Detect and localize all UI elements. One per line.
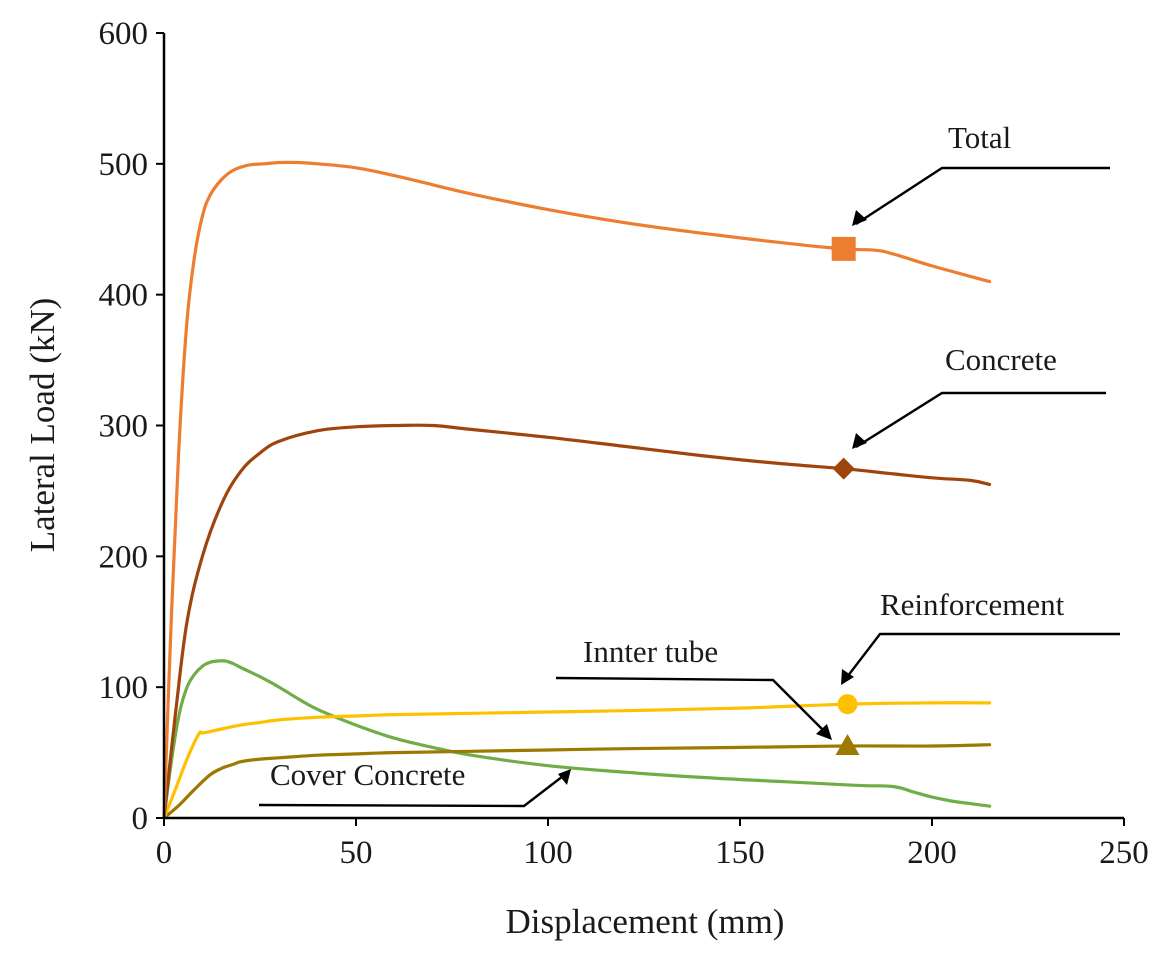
y-tick-label: 500: [99, 147, 149, 183]
series-line-concrete: [162, 423, 992, 820]
annotation-reinforcement-arrowhead: [841, 669, 854, 685]
annotation-inner-tube-arrowhead: [816, 724, 832, 740]
annotation-total-leader: [855, 166, 1110, 226]
marker-total: [831, 236, 856, 261]
y-tick-label: 0: [132, 801, 149, 837]
annotation-total: Total: [852, 120, 1110, 226]
y-tick-label: 300: [99, 409, 149, 445]
annotation-cover-concrete-label: Cover Concrete: [270, 757, 465, 792]
annotation-inner-tube-label: Innter tube: [583, 634, 718, 669]
annotation-cover-concrete-arrowhead: [558, 769, 571, 785]
annotation-concrete-label: Concrete: [945, 342, 1057, 377]
tick-layer: 0 50 100 150 200 250 0 100 200 300 400 500 600: [99, 16, 1149, 871]
annotation-concrete-leader: [855, 391, 1106, 449]
annotation-inner-tube-leader: [555, 676, 830, 737]
annotation-reinforcement-label: Reinforcement: [880, 587, 1065, 622]
annotation-reinforcement-leader: [843, 632, 1120, 682]
series-line-cover-concrete: [162, 743, 992, 820]
x-tick-label: 100: [523, 835, 573, 871]
y-tick-label: 600: [99, 16, 149, 52]
y-tick-label: 400: [99, 278, 149, 314]
x-axis-title: Displacement (mm): [506, 902, 785, 941]
x-tick-label: 250: [1099, 835, 1149, 871]
annotation-reinforcement: Reinforcement: [841, 587, 1120, 685]
marker-reinforcement: [837, 694, 858, 715]
marker-layer: [831, 236, 860, 756]
annotation-total-arrowhead: [852, 210, 867, 226]
x-tick-label: 200: [907, 835, 957, 871]
y-tick-label: 200: [99, 539, 149, 575]
x-tick-label: 0: [156, 835, 173, 871]
annotation-concrete: Concrete: [852, 342, 1106, 449]
annotation-cover-concrete: Cover Concrete: [258, 757, 571, 808]
x-tick-label: 50: [340, 835, 373, 871]
x-tick-label: 150: [715, 835, 765, 871]
annotation-cover-concrete-leader: [258, 772, 568, 808]
marker-concrete: [832, 457, 855, 480]
series-line-reinforcement: [162, 701, 992, 820]
y-axis-title: Lateral Load (kN): [23, 298, 62, 553]
y-tick-label: 100: [99, 670, 149, 706]
annotation-concrete-arrowhead: [852, 433, 867, 449]
annotation-inner-tube: Innter tube: [555, 634, 832, 740]
series-line-innter-tube: [162, 659, 992, 820]
annotation-total-label: Total: [948, 120, 1011, 155]
marker-cover-concrete: [835, 734, 860, 756]
